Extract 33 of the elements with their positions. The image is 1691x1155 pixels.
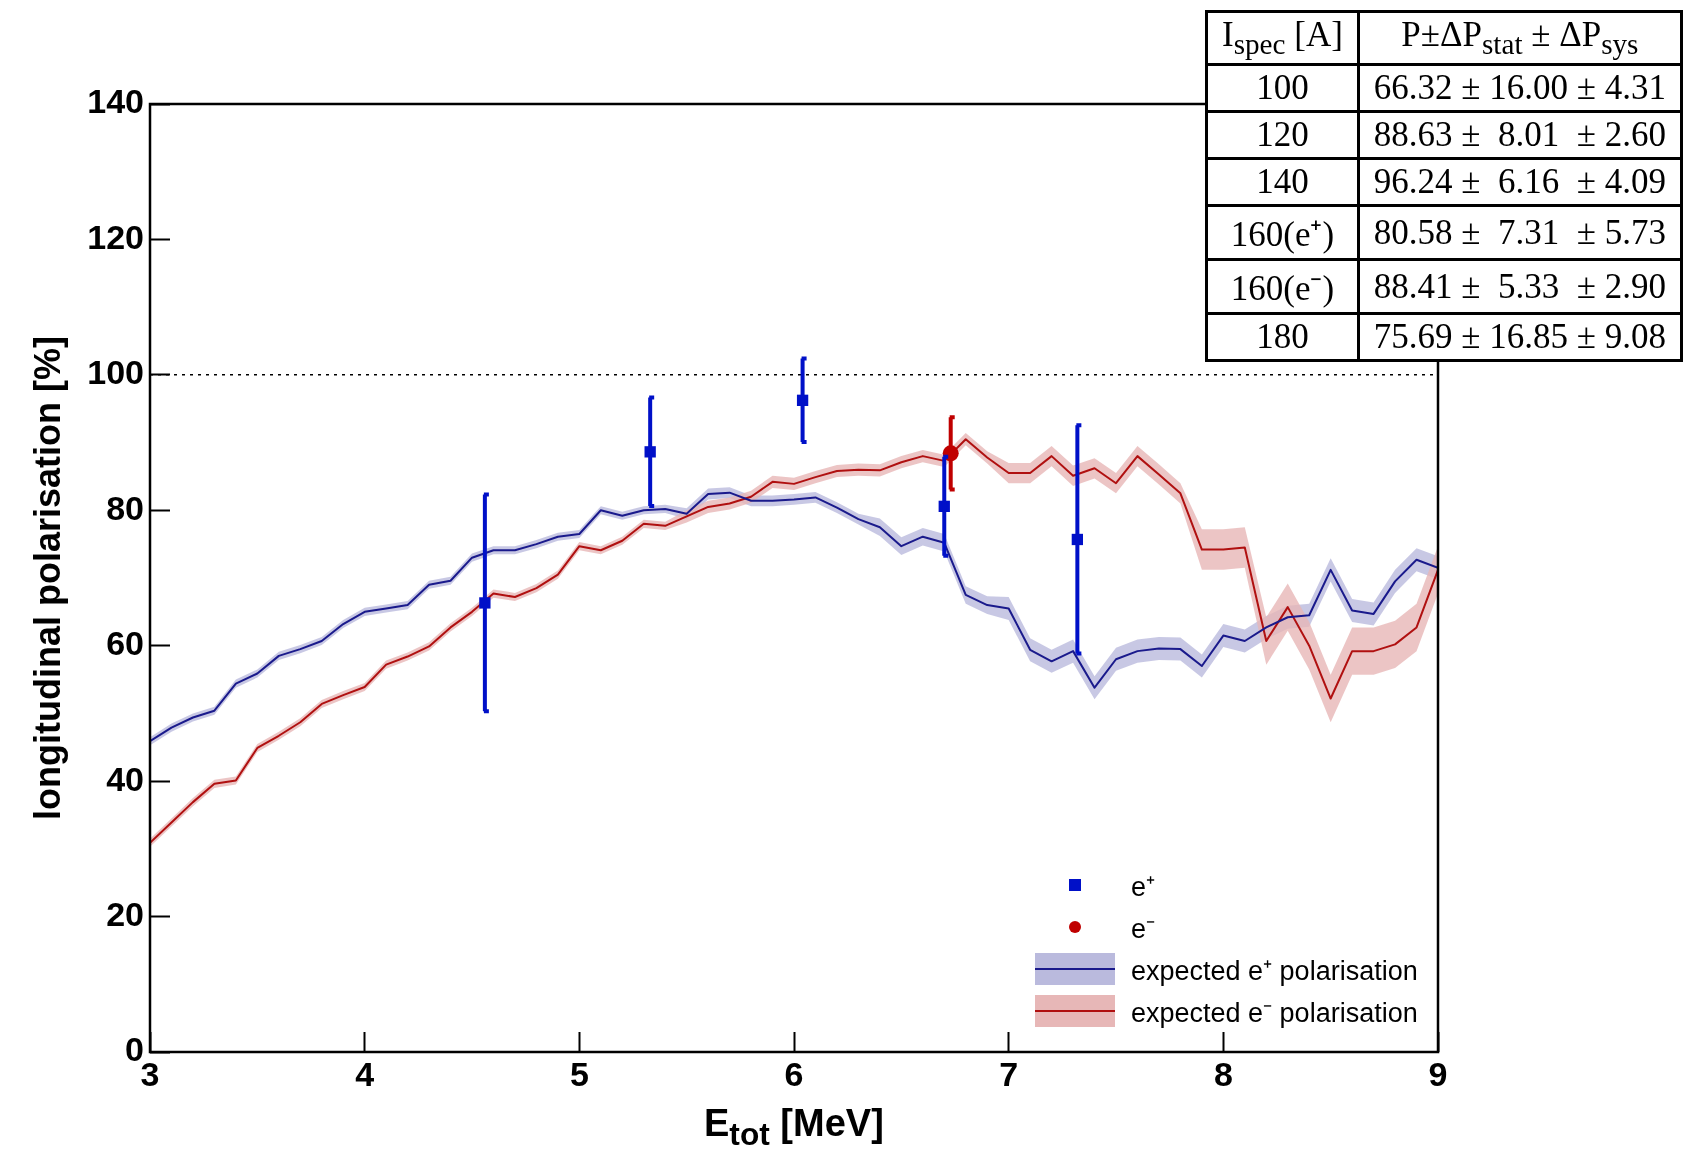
x-tick-label: 5 [569, 1054, 589, 1093]
y-tick-label: 20 [106, 894, 144, 933]
annotation: 160(e⁺) [1206, 205, 1359, 260]
annotation: 180 [1206, 313, 1359, 361]
x-tick-label: 8 [1213, 1054, 1233, 1093]
annotation: 88.63 ± 8.01 ± 2.60 [1358, 111, 1682, 159]
legend-label: e⁻ [1131, 912, 1156, 946]
annotation: 66.32 ± 16.00 ± 4.31 [1358, 64, 1682, 112]
annotation: 160(e⁻) [1206, 259, 1359, 314]
y-tick-label: 40 [106, 759, 144, 798]
annotation: 100 [1206, 64, 1359, 112]
y-tick-label: 120 [87, 217, 144, 256]
x-tick-label: 4 [355, 1054, 375, 1093]
annotation: 80.58 ± 7.31 ± 5.73 [1358, 205, 1682, 260]
legend-label: e⁺ [1131, 870, 1156, 904]
x-axis-title: E$_{tot}$ [MeV] [704, 1102, 884, 1149]
annotation: 88.41 ± 5.33 ± 2.90 [1358, 259, 1682, 314]
y-axis-title: longitudinal polarisation [%] [27, 336, 69, 820]
x-tick-label: 9 [1428, 1054, 1448, 1093]
legend-label: expected e⁺ polarisation [1131, 954, 1418, 988]
y-tick-label: 100 [87, 353, 144, 392]
x-tick-label: 7 [999, 1054, 1019, 1093]
text: I$_{spec}$ [A] [1206, 11, 1359, 65]
annotation: 120 [1206, 111, 1359, 159]
annotation: 75.69 ± 16.85 ± 9.08 [1358, 313, 1682, 361]
annotation: 140 [1206, 158, 1359, 206]
y-tick-label: 140 [87, 82, 144, 121]
y-tick-label: 60 [106, 624, 144, 663]
y-tick-label: 80 [106, 488, 144, 527]
x-tick-label: 6 [784, 1054, 804, 1093]
text: P±ΔP$_{stat}$ ± ΔP$_{sys}$ [1358, 11, 1682, 65]
legend-label: expected e⁻ polarisation [1131, 996, 1418, 1030]
annotation: 96.24 ± 6.16 ± 4.09 [1358, 158, 1682, 206]
